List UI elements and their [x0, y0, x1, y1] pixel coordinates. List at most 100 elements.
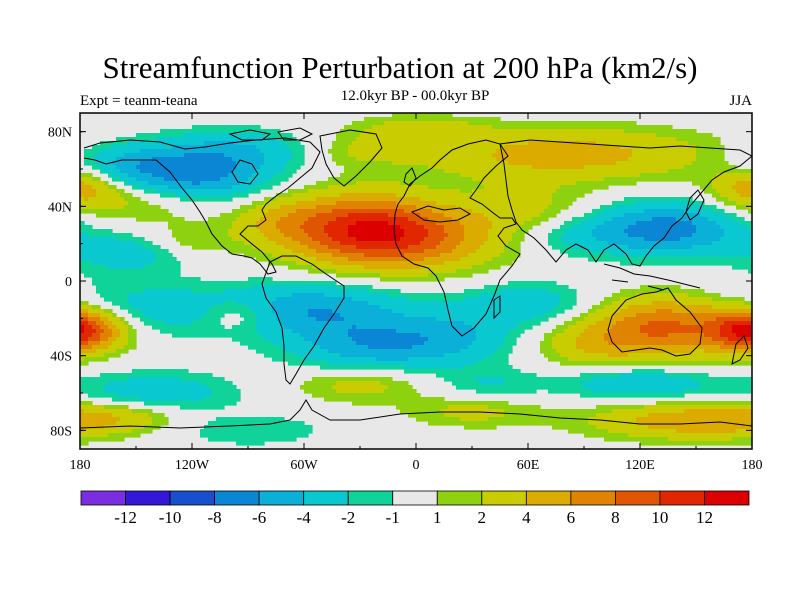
contour-cell — [480, 181, 577, 186]
contour-cell — [552, 309, 565, 314]
contour-cell — [692, 377, 752, 382]
contour-cell — [404, 253, 441, 258]
contour-cell — [552, 341, 577, 346]
contour-cell — [100, 341, 113, 346]
contour-cell — [680, 321, 705, 326]
contour-cell — [584, 349, 693, 354]
contour-cell — [456, 385, 585, 390]
contour-cell — [316, 181, 357, 186]
contour-cell — [424, 341, 473, 346]
contour-cell — [600, 301, 613, 306]
contour-cell — [172, 333, 261, 338]
contour-cell — [336, 389, 385, 394]
contour-cell — [192, 321, 221, 326]
coastline-asia — [499, 139, 752, 267]
contour-cell — [288, 145, 305, 150]
contour-cell — [140, 149, 261, 154]
contour-cell — [80, 401, 93, 406]
contour-cell — [436, 245, 457, 250]
contour-cell — [276, 313, 309, 318]
contour-cell — [688, 293, 721, 298]
contour-cell — [608, 429, 677, 434]
contour-cell — [612, 253, 752, 258]
contour-cell — [104, 169, 121, 174]
contour-cell — [576, 341, 609, 346]
contour-cell — [336, 217, 409, 222]
colorbar-swatch — [80, 490, 126, 506]
contour-cell — [112, 341, 129, 346]
contour-cell — [80, 257, 157, 262]
contour-cell — [704, 205, 717, 210]
contour-cell — [444, 237, 465, 242]
contour-cell — [444, 261, 485, 266]
contour-cell — [560, 361, 752, 366]
contour-cell — [96, 285, 253, 290]
contour-cell — [448, 405, 489, 410]
contour-cell — [224, 301, 237, 306]
contour-cell — [232, 157, 265, 162]
contour-cell — [500, 253, 521, 258]
contour-cell — [256, 225, 277, 230]
contour-cell — [80, 441, 89, 446]
contour-cell — [324, 293, 389, 298]
contour-cell — [544, 337, 553, 342]
contour-cell — [316, 205, 417, 210]
contour-cell — [208, 385, 237, 390]
contour-cell — [264, 233, 285, 238]
contour-cell — [608, 329, 641, 334]
contour-cell — [112, 397, 141, 402]
contour-cell — [604, 333, 649, 338]
contour-cell — [576, 345, 721, 350]
contour-cell — [316, 249, 341, 254]
contour-cell — [128, 173, 153, 178]
coastline-mediterranean — [410, 205, 472, 223]
contour-cell — [208, 217, 237, 222]
contour-cell — [592, 377, 693, 382]
contour-cell — [576, 337, 605, 342]
coastline-british-isles — [403, 167, 417, 187]
contour-cell — [548, 357, 569, 362]
contour-cell — [108, 381, 201, 386]
contour-cell — [204, 141, 237, 146]
contour-cell — [272, 341, 313, 346]
contour-cell — [248, 305, 273, 310]
contour-cell — [96, 349, 117, 354]
contour-cell — [200, 381, 233, 386]
contour-cell — [464, 297, 561, 302]
colorbar-swatch — [347, 490, 394, 506]
contour-cell — [264, 353, 297, 358]
contour-cell — [236, 441, 265, 446]
contour-cell — [324, 397, 445, 402]
contour-cell — [580, 313, 589, 318]
contour-cell — [424, 257, 461, 262]
colorbar-swatch — [704, 490, 750, 506]
contour-cell — [576, 181, 637, 186]
colorbar-label: 4 — [522, 508, 531, 527]
contour-cell — [264, 337, 305, 342]
contour-cell — [152, 421, 169, 426]
colorbar-label: -8 — [208, 508, 222, 527]
contour-cell — [732, 325, 752, 330]
contour-cell — [280, 217, 309, 222]
contour-cell — [100, 373, 213, 378]
colorbar-label: 8 — [611, 508, 620, 527]
contour-cell — [80, 361, 89, 366]
contour-cell — [736, 429, 752, 434]
contour-cell — [84, 157, 93, 162]
contour-cell — [408, 245, 437, 250]
contour-cell — [588, 325, 613, 330]
contour-cell — [584, 329, 609, 334]
contour-cell — [692, 181, 713, 186]
contour-cell — [136, 133, 185, 138]
contour-cell — [132, 313, 145, 318]
contour-cell — [140, 169, 233, 174]
contour-cell — [80, 181, 85, 186]
contour-cell — [324, 225, 349, 230]
coastline-australia — [607, 287, 703, 357]
contour-cell — [132, 409, 153, 414]
contour-cell — [268, 261, 297, 266]
coastline-new-zealand — [731, 335, 749, 365]
contour-cell — [676, 429, 737, 434]
contour-cell — [348, 213, 389, 218]
